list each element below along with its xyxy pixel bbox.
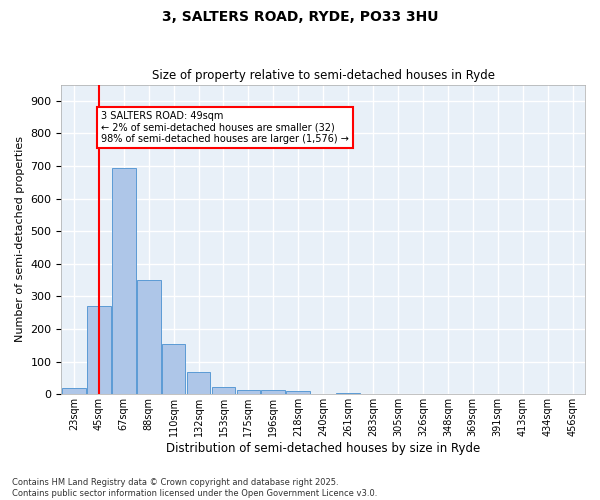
- Bar: [162, 344, 185, 395]
- Text: Contains HM Land Registry data © Crown copyright and database right 2025.
Contai: Contains HM Land Registry data © Crown c…: [12, 478, 377, 498]
- Bar: [212, 387, 235, 394]
- Bar: [236, 390, 260, 394]
- Bar: [336, 392, 360, 394]
- Bar: [87, 306, 110, 394]
- Text: 3, SALTERS ROAD, RYDE, PO33 3HU: 3, SALTERS ROAD, RYDE, PO33 3HU: [162, 10, 438, 24]
- Bar: [187, 372, 211, 394]
- Bar: [62, 388, 86, 394]
- Title: Size of property relative to semi-detached houses in Ryde: Size of property relative to semi-detach…: [152, 69, 495, 82]
- Bar: [112, 168, 136, 394]
- X-axis label: Distribution of semi-detached houses by size in Ryde: Distribution of semi-detached houses by …: [166, 442, 481, 455]
- Bar: [286, 392, 310, 394]
- Bar: [262, 390, 285, 394]
- Text: 3 SALTERS ROAD: 49sqm
← 2% of semi-detached houses are smaller (32)
98% of semi-: 3 SALTERS ROAD: 49sqm ← 2% of semi-detac…: [101, 110, 349, 144]
- Y-axis label: Number of semi-detached properties: Number of semi-detached properties: [15, 136, 25, 342]
- Bar: [137, 280, 161, 394]
